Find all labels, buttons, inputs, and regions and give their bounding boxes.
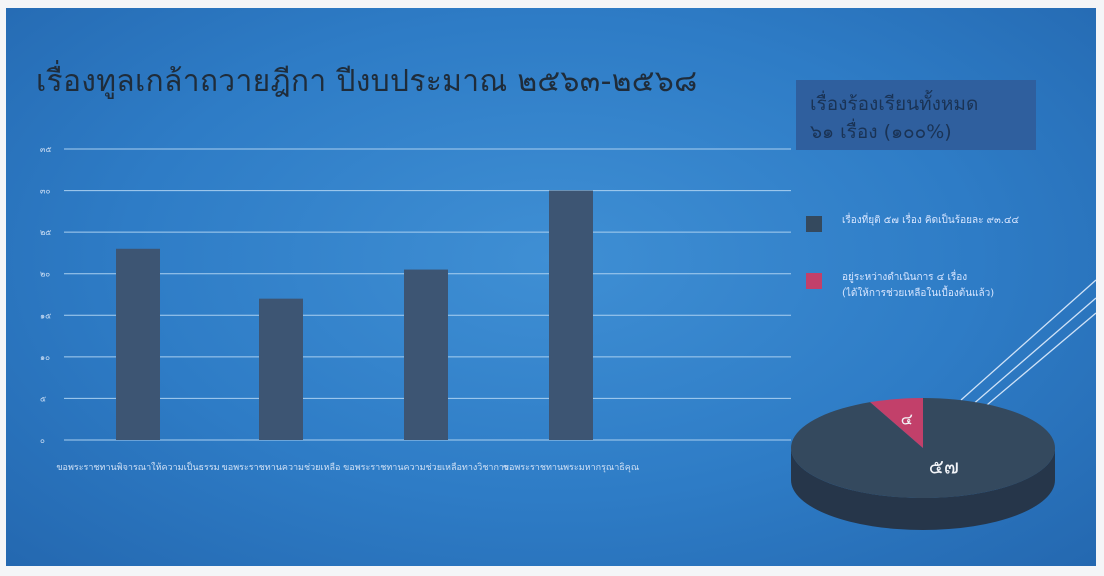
- y-tick-label: ๑๐: [40, 353, 50, 362]
- legend-swatch-pending: [806, 273, 822, 289]
- legend-label-line: อยู่ระหว่างดำเนินการ ๔ เรื่อง: [842, 272, 968, 283]
- bar: [116, 248, 160, 440]
- y-tick-label: ๓๕: [40, 145, 52, 154]
- pie-slice: [870, 398, 923, 448]
- legend-label-line: เรื่องที่ยุติ ๕๗ เรื่อง คิดเป็นร้อยละ ๙๓…: [842, 215, 1020, 226]
- legend-label-completed: เรื่องที่ยุติ ๕๗ เรื่อง คิดเป็นร้อยละ ๙๓…: [842, 213, 1019, 229]
- y-tick-label: ๐: [40, 436, 45, 445]
- x-axis-labels: ขอพระราชทานพิจารณาให้ความเป็นธรรม ขอพระรา…: [56, 460, 639, 473]
- pie-side: [791, 448, 1055, 530]
- legend-label-pending: อยู่ระหว่างดำเนินการ ๔ เรื่อง (ได้ให้การ…: [842, 270, 994, 302]
- bar: [259, 298, 303, 440]
- bar-series: [116, 190, 593, 440]
- x-tick-label: ขอพระราชทานพระมหากรุณาธิคุณ: [503, 462, 639, 473]
- x-tick-label: ขอพระราชทานความช่วยเหลือทางวิชาการ: [343, 462, 509, 473]
- bar: [404, 269, 448, 440]
- pie-value-label: ๔: [901, 410, 913, 429]
- y-tick-label: ๓๐: [40, 187, 50, 196]
- y-axis-ticks: ๐ ๕ ๑๐ ๑๕ ๒๐ ๒๕ ๓๐ ๓๕: [40, 145, 52, 445]
- decorative-lines: [960, 279, 1096, 411]
- x-tick-label: ขอพระราชทานความช่วยเหลือ: [222, 462, 341, 473]
- y-tick-label: ๑๕: [40, 311, 51, 320]
- legend-item-completed: เรื่องที่ยุติ ๕๗ เรื่อง คิดเป็นร้อยละ ๙๓…: [806, 213, 1019, 232]
- y-tick-label: ๒๕: [40, 228, 51, 237]
- legend-swatch-completed: [806, 216, 822, 232]
- slide: ๐ ๕ ๑๐ ๑๕ ๒๐ ๒๕ ๓๐ ๓๕ ขอพระราชทานพิจารณาให้ความ…: [6, 8, 1096, 566]
- bar: [549, 190, 593, 440]
- chart-canvas: ๐ ๕ ๑๐ ๑๕ ๒๐ ๒๕ ๓๐ ๓๕ ขอพระราชทานพิจารณาให้ความ…: [40, 145, 1096, 530]
- y-tick-label: ๒๐: [40, 270, 50, 279]
- y-tick-label: ๕: [40, 394, 46, 403]
- legend-label-line: (ได้ให้การช่วยเหลือในเบื้องต้นแล้ว): [842, 288, 995, 299]
- legend-item-pending: อยู่ระหว่างดำเนินการ ๔ เรื่อง (ได้ให้การ…: [806, 270, 994, 302]
- pie-value-label: ๕๗: [929, 455, 959, 479]
- chart-title: เรื่องทูลเกล้าถวายฎีกา ปีงบประมาณ ๒๕๖๓-๒…: [36, 64, 698, 99]
- summary-line-2: ๖๑ เรื่อง (๑๐๐%): [810, 121, 952, 143]
- summary-box: เรื่องร้องเรียนทั้งหมด ๖๑ เรื่อง (๑๐๐%): [796, 80, 1036, 150]
- x-tick-label: ขอพระราชทานพิจารณาให้ความเป็นธรรม: [56, 460, 219, 473]
- summary-line-1: เรื่องร้องเรียนทั้งหมด: [810, 93, 979, 115]
- pie-chart: ๕๗ ๔: [791, 398, 1055, 530]
